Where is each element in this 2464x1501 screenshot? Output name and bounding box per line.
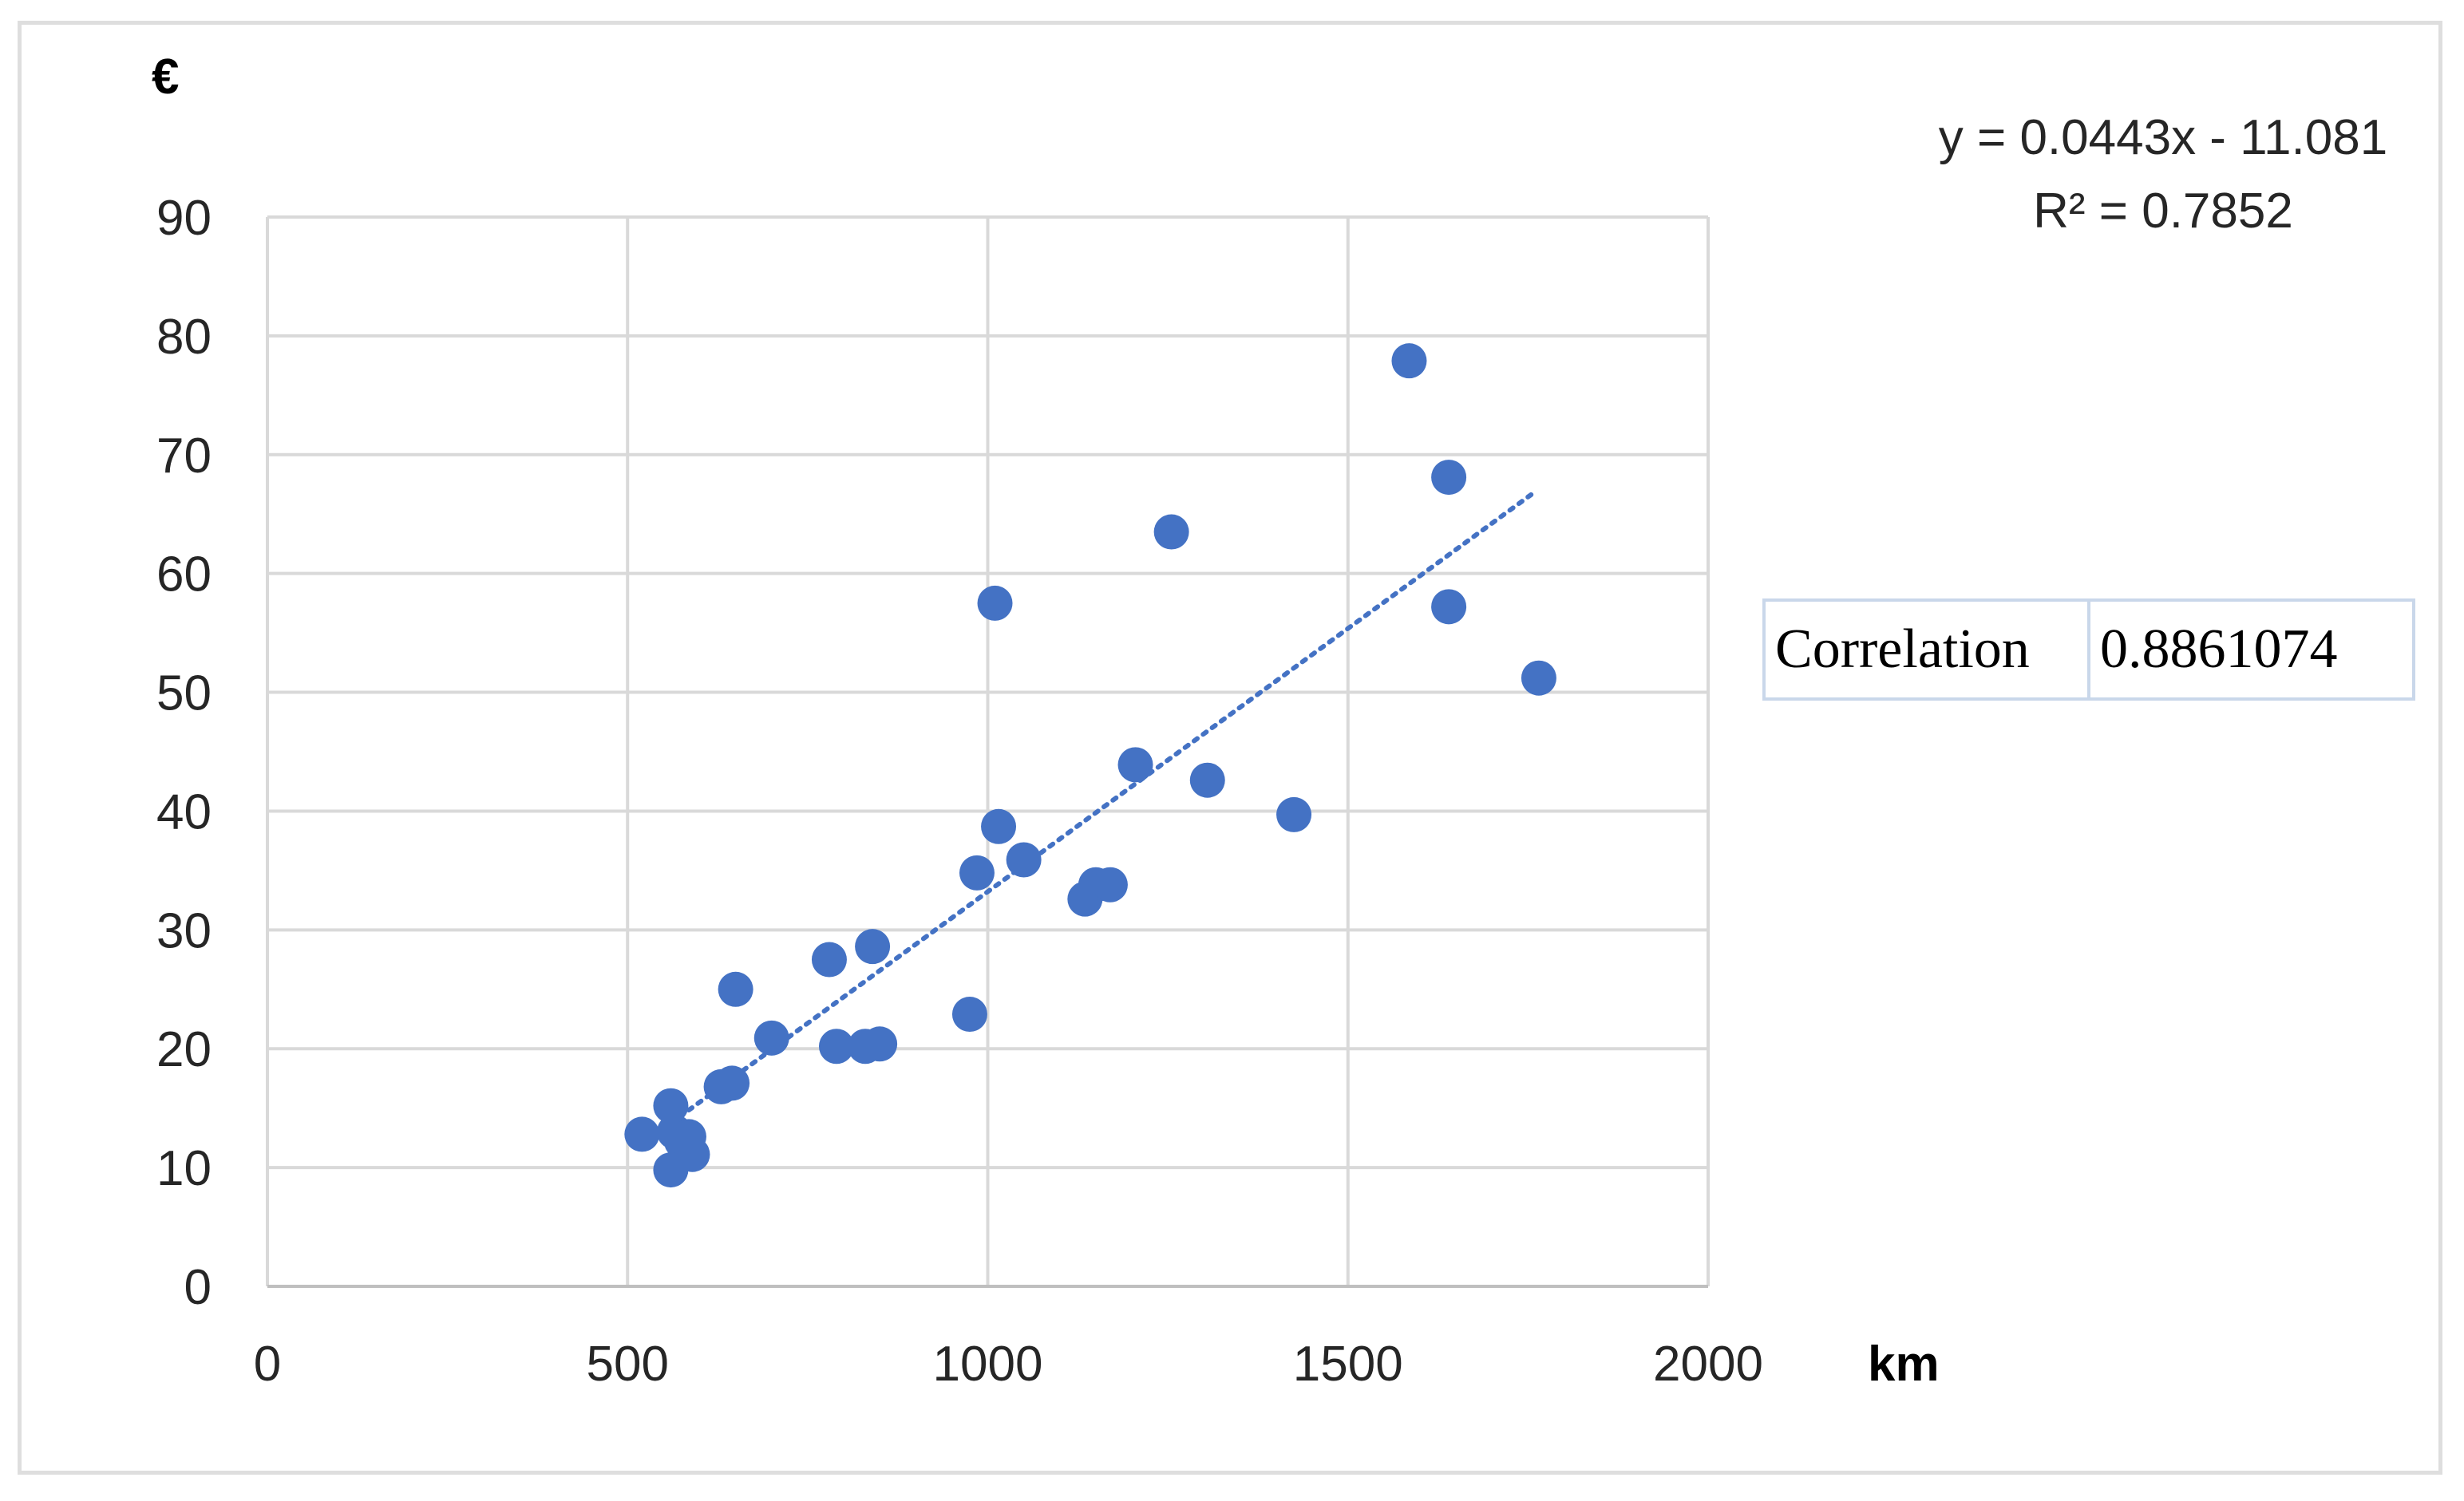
y-tick-label: 80 (156, 310, 212, 365)
data-point (1431, 460, 1467, 496)
correlation-value: 0.8861074 (2100, 618, 2338, 680)
y-tick-label: 60 (156, 547, 212, 602)
y-tick-label: 20 (156, 1022, 212, 1077)
x-tick-label: 500 (587, 1337, 669, 1392)
data-point (977, 585, 1013, 621)
grid-lines (266, 215, 1710, 1286)
trendline-equation: y = 0.0443x - 11.081 (1939, 110, 2387, 165)
data-point (653, 1088, 689, 1124)
data-point (1521, 660, 1556, 696)
y-tick-label: 0 (184, 1260, 212, 1315)
x-tick-label: 0 (254, 1337, 281, 1392)
y-tick-label: 30 (156, 903, 212, 958)
correlation-table: Correlation 0.8861074 (1762, 598, 2415, 701)
data-point (855, 929, 891, 965)
y-axis-unit-label: € (152, 49, 179, 105)
data-point (1276, 796, 1312, 832)
data-points (624, 343, 1556, 1188)
y-tick-label: 50 (156, 666, 212, 721)
data-point (818, 1029, 854, 1065)
data-point (959, 855, 995, 891)
y-tick-label: 10 (156, 1141, 212, 1196)
data-point (624, 1116, 660, 1152)
data-point (1431, 589, 1467, 625)
data-point (674, 1136, 710, 1172)
data-point (753, 1020, 789, 1056)
trendline (668, 492, 1534, 1126)
data-point (1189, 762, 1225, 798)
correlation-label: Correlation (1766, 602, 2090, 697)
data-point (951, 997, 987, 1033)
y-tick-label: 70 (156, 429, 212, 484)
trendline-path (668, 492, 1534, 1126)
data-point (718, 971, 753, 1007)
data-point (862, 1026, 898, 1062)
y-tick-label: 90 (156, 191, 212, 246)
data-point (1092, 867, 1128, 903)
data-point (1117, 747, 1153, 783)
chart-frame (18, 21, 2442, 1475)
x-tick-label: 1000 (933, 1337, 1043, 1392)
data-point (1391, 343, 1427, 379)
x-tick-label: 1500 (1293, 1337, 1403, 1392)
tick-labels: 0 10 20 30 40 50 60 70 80 90 0 500 1000 1500 2000 (156, 191, 1763, 1392)
data-point (1006, 842, 1042, 878)
data-point (981, 808, 1017, 844)
y-tick-label: 40 (156, 784, 212, 839)
trendline-r-squared: R² = 0.7852 (2033, 184, 2293, 239)
data-point (714, 1065, 750, 1101)
data-point (811, 942, 847, 978)
x-tick-label: 2000 (1653, 1337, 1763, 1392)
x-axis-unit-label: km (1868, 1337, 1940, 1392)
data-point (1153, 514, 1189, 550)
